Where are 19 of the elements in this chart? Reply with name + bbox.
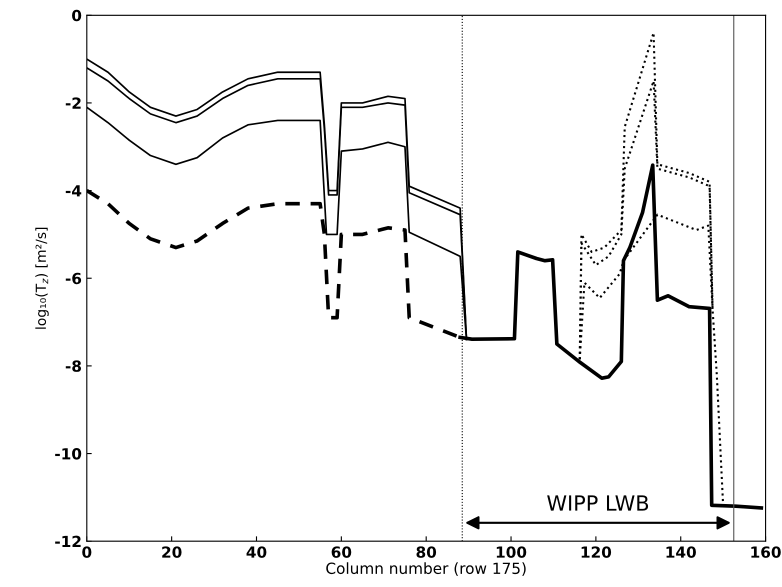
x-tick-label: 20 — [162, 546, 182, 558]
x-tick-label: 100 — [496, 546, 526, 558]
x-tick-label: 60 — [332, 546, 352, 558]
x-tick-label: 160 — [751, 546, 781, 558]
x-tick-label: 120 — [582, 546, 612, 558]
x-tick-label: 140 — [666, 546, 696, 558]
y-axis-title: log₁₀(T$_{z}$) [m²/s] — [35, 228, 49, 329]
x-tick-label: 80 — [416, 546, 436, 558]
y-tick-label: -8 — [66, 360, 81, 372]
y-tick-label: -4 — [66, 185, 82, 196]
y-tick-label: -10 — [55, 448, 82, 460]
y-tick-label: -12 — [55, 536, 81, 548]
x-tick-label: 40 — [246, 546, 266, 558]
annotation: WIPP LWB — [547, 495, 648, 511]
y-tick-label: 0 — [72, 10, 82, 22]
x-tick-label: 0 — [82, 546, 92, 558]
x-axis-title: Column number (row 175) — [326, 562, 526, 576]
y-tick-label: -2 — [66, 97, 81, 109]
y-tick-label: -6 — [66, 272, 82, 284]
